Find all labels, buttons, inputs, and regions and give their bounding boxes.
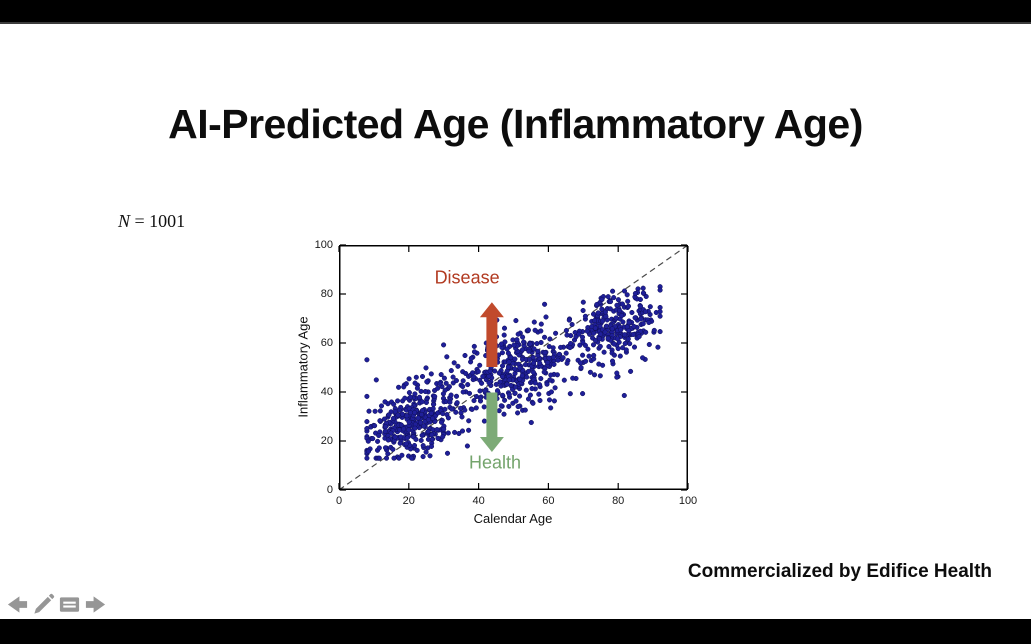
tick-label: 0 <box>335 495 343 507</box>
pencil-icon[interactable] <box>32 593 55 616</box>
presenter-nav-toolbar <box>6 593 107 616</box>
x-axis-label: Calendar Age <box>473 511 553 526</box>
tick-label: 60 <box>320 337 333 349</box>
window-bottom-bar <box>0 619 1031 644</box>
tick-label: 60 <box>542 495 555 507</box>
sample-size-variable: N <box>118 211 131 231</box>
tick-label: 20 <box>320 435 333 447</box>
tick-label: 40 <box>472 495 485 507</box>
tick-label: 40 <box>320 386 333 398</box>
notes-icon[interactable] <box>58 593 81 616</box>
scatter-plot-canvas <box>338 244 689 491</box>
window-top-bar <box>0 0 1031 24</box>
forward-arrow-icon[interactable] <box>84 593 107 616</box>
y-axis-label: Inflammatory Age <box>295 316 311 418</box>
sample-size-value: = 1001 <box>130 211 186 231</box>
slide-title: AI-Predicted Age (Inflammatory Age) <box>168 101 863 148</box>
annotation-health: Health <box>468 452 522 473</box>
annotation-disease: Disease <box>434 267 500 288</box>
tick-label: 100 <box>678 495 698 507</box>
tick-label: 80 <box>320 288 333 300</box>
tick-label: 20 <box>402 495 415 507</box>
credit-text: Commercialized by Edifice Health <box>687 561 992 582</box>
tick-label: 80 <box>612 495 625 507</box>
back-arrow-icon[interactable] <box>6 593 29 616</box>
tick-label: 100 <box>314 239 333 251</box>
sample-size-label: N = 1001 <box>118 211 185 232</box>
tick-label: 0 <box>326 484 333 496</box>
